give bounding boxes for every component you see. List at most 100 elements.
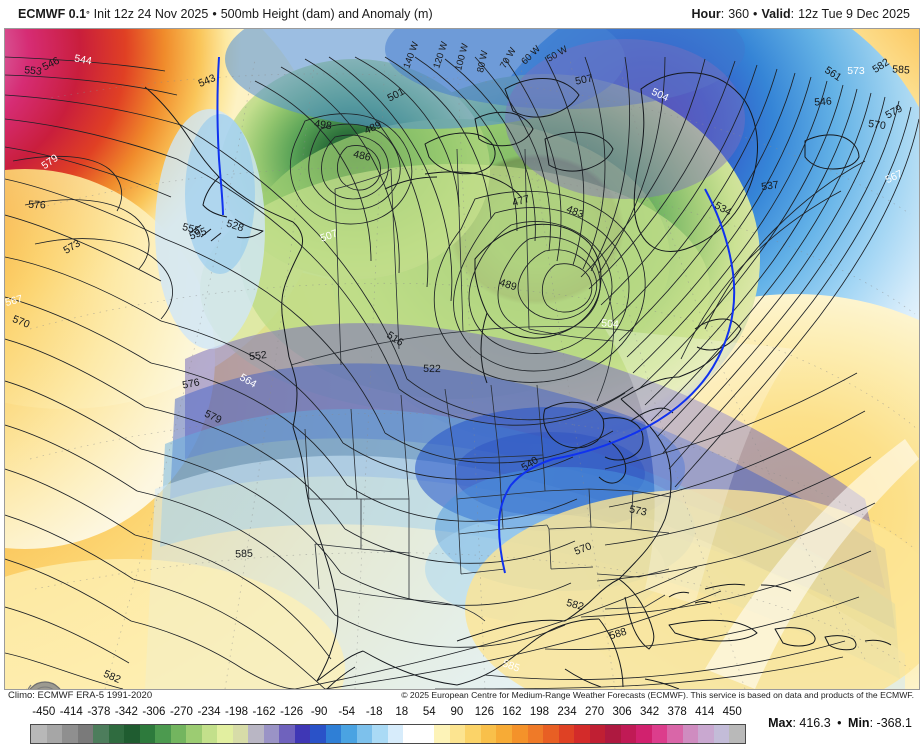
color-swatch [248,725,264,743]
color-swatch [480,725,497,743]
scale-tick-label: 162 [502,706,522,718]
color-swatch [139,725,156,743]
header-bullet-1: • [212,7,217,21]
color-swatch [108,725,125,743]
color-swatch [31,725,47,743]
color-swatch [232,725,249,743]
scale-tick-label: -90 [310,706,328,718]
climo-footnote: Climo: ECMWF ERA-5 1991-2020 [8,690,153,701]
header-bullet-2: • [753,7,758,21]
scale-tick-label: -198 [225,706,249,718]
scale-tick-label: 414 [695,706,715,718]
weatherbell-logo: Weather BELL Meteorologists, LLC [26,681,61,689]
map-panel[interactable]: 140 W 120 W 100 W 80 W 70 W 60 W 50 W 57… [4,28,920,690]
color-swatch [62,725,78,743]
color-swatch [263,725,280,743]
color-swatch [418,725,435,743]
color-swatch [605,725,621,743]
hour-value: 360 [728,7,750,21]
color-swatch [620,725,637,743]
field-name: 500mb Height (dam) and Anomaly (m) [220,7,433,21]
color-swatch [511,725,528,743]
scale-tick-label: -450 [32,706,56,718]
color-swatch [387,725,404,743]
init-time: Init 12z 24 Nov 2025 [93,7,209,21]
scale-tick-label: 90 [450,706,464,718]
color-swatch [77,725,94,743]
color-swatch [46,725,63,743]
color-swatch [527,725,544,743]
valid-label: Valid [761,7,791,21]
graticule-layer [29,58,918,689]
color-scale-bar [30,724,746,744]
color-swatch [372,725,388,743]
color-scale-labels: -450 -414 -378 -342 -306 -270 -234 -198 -162 -126… [14,706,774,721]
scale-tick-label: 234 [557,706,577,718]
header-title-left: ECMWF 0.1 ° Init 12z 24 Nov 2025 • 500mb … [18,0,433,28]
model-name: ECMWF 0.1 [18,7,87,21]
color-swatch [294,725,311,743]
scale-tick-label: 18 [395,706,409,718]
min-label: Min [848,716,870,730]
color-swatch [558,725,575,743]
header-title-right: Hour: 360 • Valid: 12z Tue 9 Dec 2025 [691,7,910,21]
color-swatch [356,725,373,743]
color-swatch [217,725,233,743]
scale-tick-label: -378 [87,706,111,718]
color-swatch [496,725,512,743]
color-swatch [279,725,295,743]
color-swatch [729,725,745,743]
color-swatch [636,725,652,743]
scale-tick-label: -126 [280,706,304,718]
valid-value: 12z Tue 9 Dec 2025 [798,7,910,21]
color-swatch [155,725,171,743]
scale-tick-label: -270 [169,706,193,718]
hour-label: Hour [691,7,721,21]
map-canvas[interactable]: 140 W 120 W 100 W 80 W 70 W 60 W 50 W [5,29,919,689]
scale-tick-label: 450 [722,706,742,718]
coastline-layer [144,72,892,689]
scale-tick-label: -54 [338,706,355,718]
scale-tick-label: 306 [612,706,632,718]
color-swatch [543,725,559,743]
color-swatch [403,725,419,743]
anomaly-shading-layer [5,29,919,689]
color-swatch [713,725,730,743]
scale-tick-label: -306 [142,706,166,718]
max-min-readout: Max: 416.3 • Min: -368.1 [768,716,912,730]
max-value: 416.3 [799,716,831,730]
color-swatch [93,725,109,743]
highlight-contour-546 [216,56,736,574]
color-swatch [698,725,714,743]
color-swatch [434,725,450,743]
color-swatch [341,725,357,743]
color-swatch [667,725,683,743]
maxmin-bullet: • [837,716,842,730]
color-swatch [651,725,668,743]
scale-tick-label: 378 [667,706,687,718]
scale-tick-label: -234 [197,706,221,718]
degree-symbol: ° [86,9,90,19]
scale-tick-label: 54 [422,706,436,718]
scale-tick-label: 270 [584,706,605,718]
color-swatch [201,725,218,743]
copyright-footnote: © 2025 European Centre for Medium-Range … [401,690,914,700]
color-swatch [170,725,187,743]
color-swatch [589,725,606,743]
color-swatch [186,725,202,743]
svg-text:80 W: 80 W [475,50,490,74]
political-borders-layer [290,148,672,622]
color-swatch [465,725,481,743]
min-value: -368.1 [876,716,912,730]
scale-tick-label: -162 [252,706,276,718]
color-swatch [310,725,326,743]
scale-tick-label: 126 [474,706,494,718]
scale-tick-label: -18 [365,706,383,718]
scale-tick-label: -414 [59,706,83,718]
color-swatch [449,725,466,743]
max-label: Max [768,716,793,730]
scale-tick-label: -342 [114,706,138,718]
header-bar: ECMWF 0.1 ° Init 12z 24 Nov 2025 • 500mb … [0,0,924,28]
scale-tick-label: 198 [529,706,550,718]
color-swatch [124,725,140,743]
